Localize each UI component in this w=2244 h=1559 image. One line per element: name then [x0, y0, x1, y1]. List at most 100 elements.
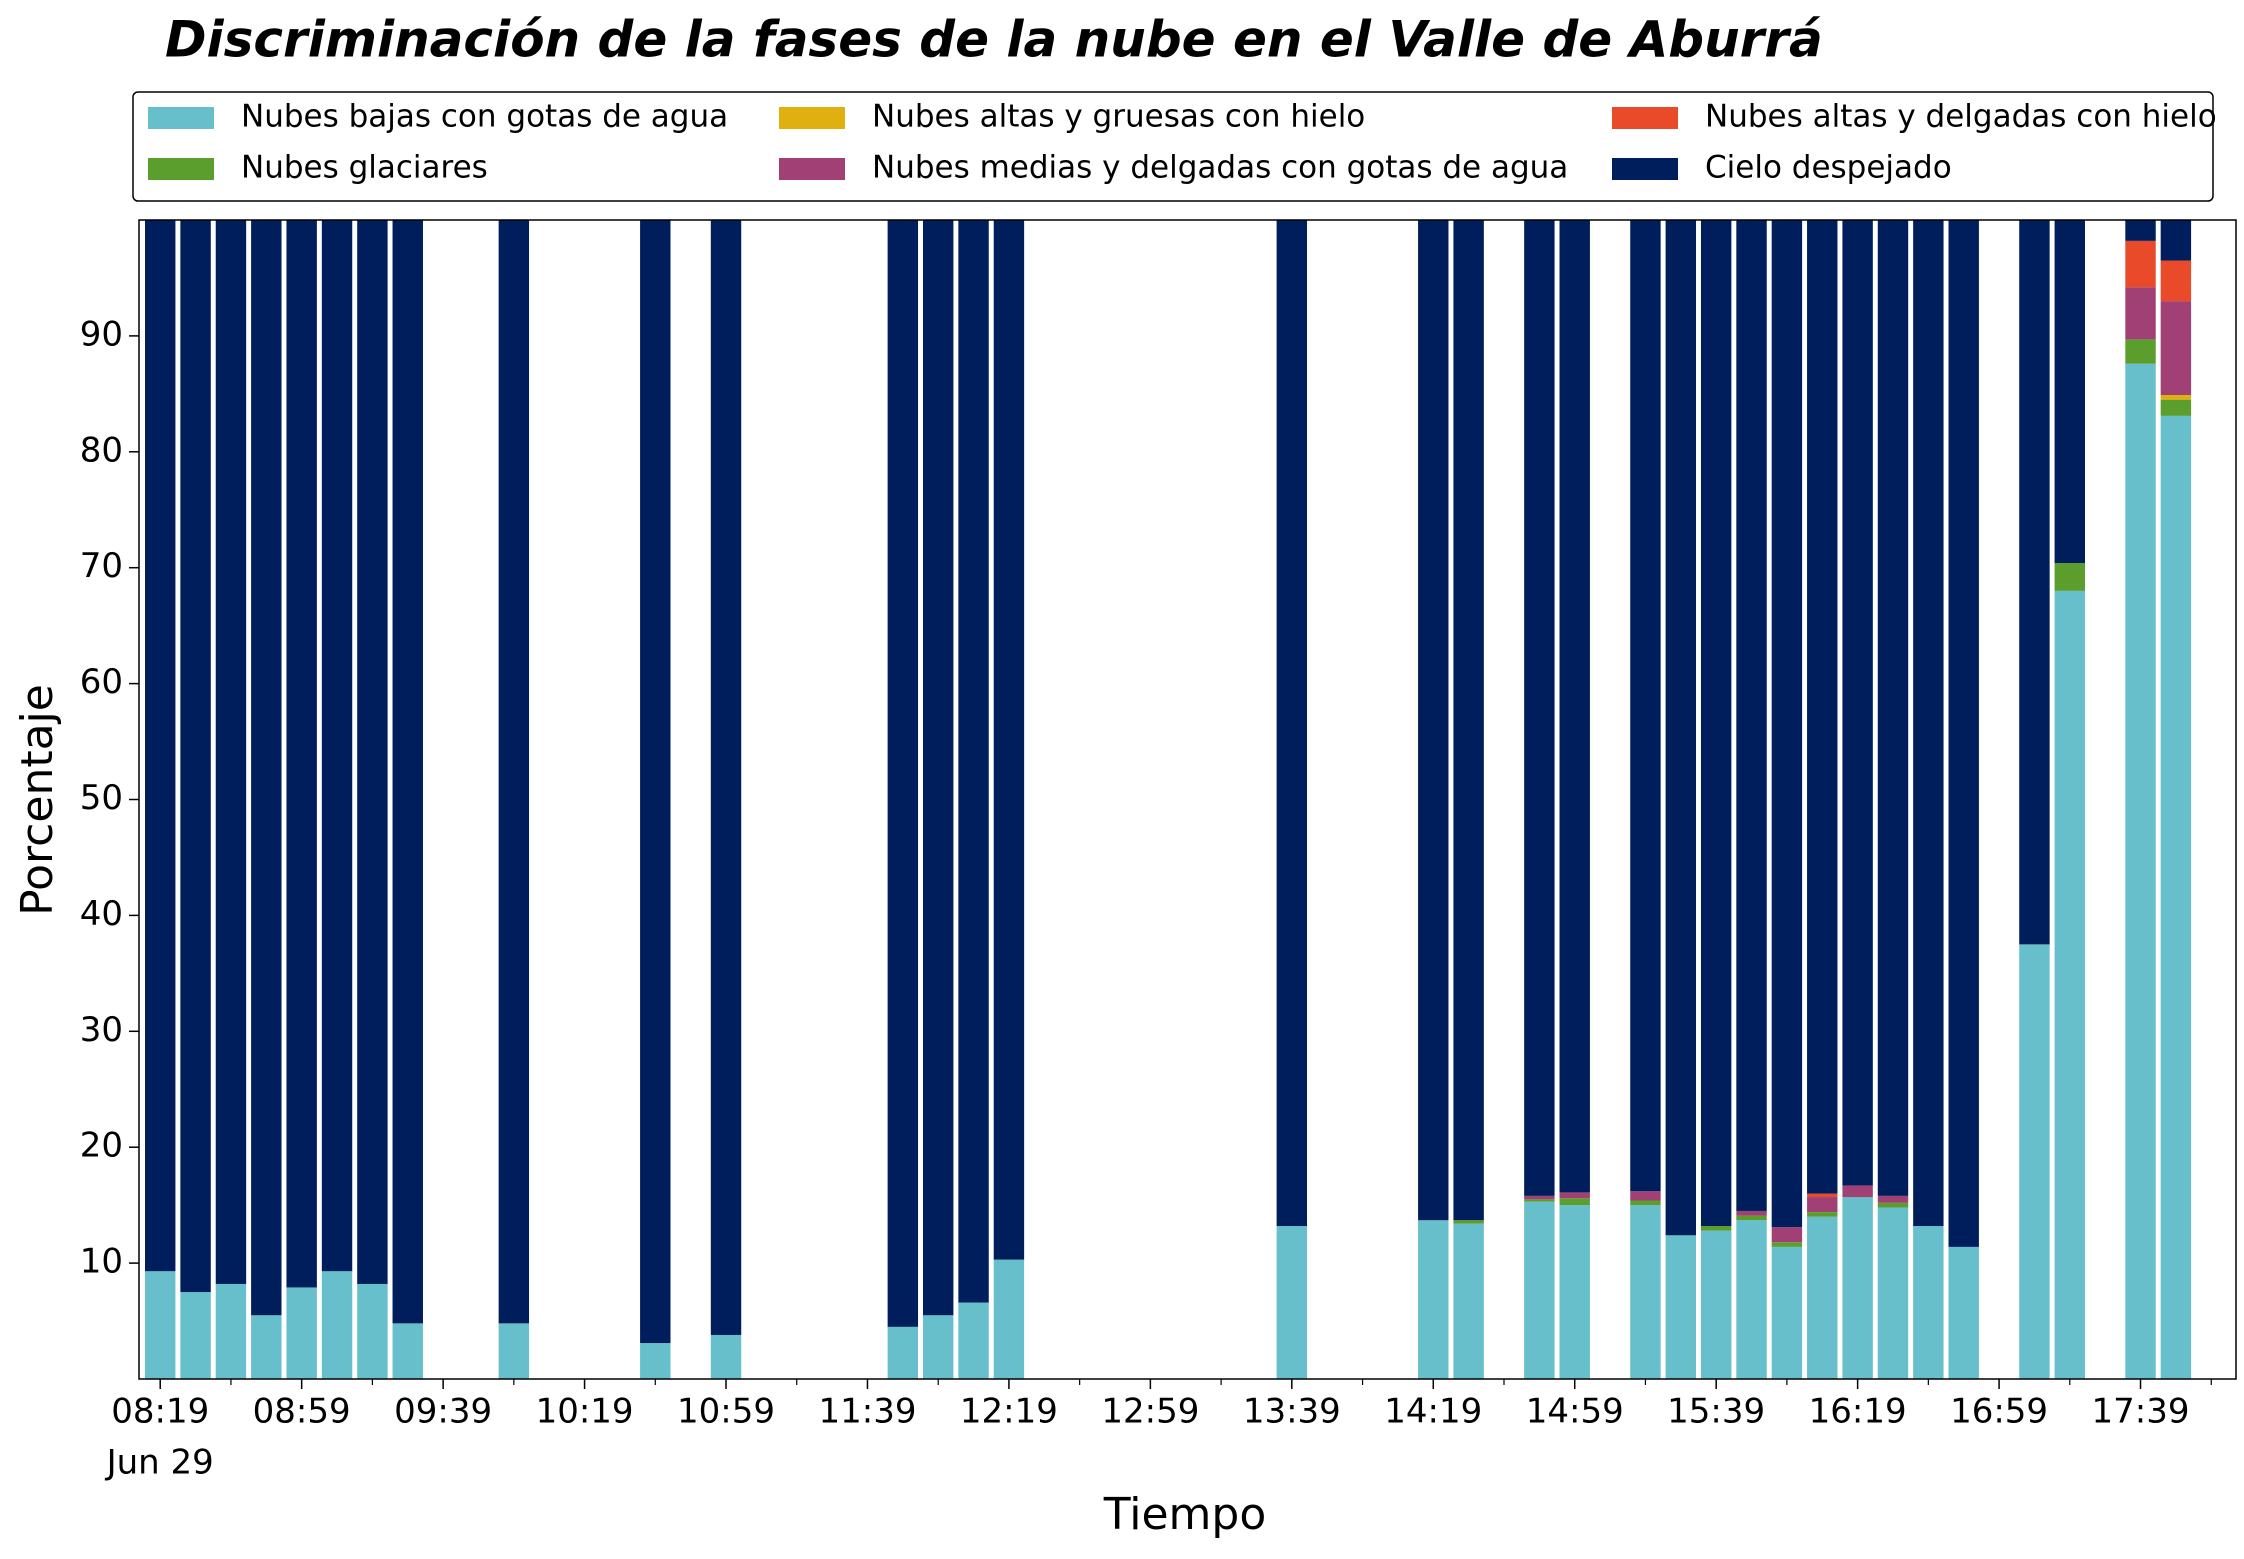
bar-segment: [2160, 220, 2192, 261]
y-tick-label: 40: [80, 894, 123, 934]
bar-segment: [1736, 1210, 1767, 1216]
bar-segment: [1842, 220, 1873, 1186]
bar-segment: [1453, 1223, 1484, 1379]
bar-segment: [1630, 220, 1661, 1192]
bar-segment: [958, 220, 989, 1303]
x-tick-label: 16:59: [1950, 1392, 2048, 1432]
x-tick-label: 12:19: [960, 1392, 1058, 1432]
bar-segment: [922, 220, 954, 1316]
bar-segment: [993, 1259, 1025, 1379]
bar-segment: [1524, 220, 1555, 1196]
bar-segment: [1453, 1220, 1484, 1224]
bar-segment: [1700, 1226, 1732, 1231]
x-tick-label: 13:39: [1243, 1392, 1341, 1432]
bar-segment: [1877, 220, 1909, 1196]
bar-segment: [1418, 1220, 1449, 1379]
bar-segment: [1665, 220, 1697, 1236]
bar-segment: [710, 220, 742, 1335]
bar-segment: [1771, 1227, 1803, 1243]
bar-segment: [286, 1287, 317, 1379]
y-tick-label: 70: [80, 546, 123, 586]
bar-segment: [1559, 1205, 1590, 1379]
legend-swatch: [148, 158, 214, 180]
x-tick-label: 08:19: [111, 1392, 209, 1432]
bar-segment: [1771, 220, 1803, 1228]
y-tick-label: 10: [80, 1242, 123, 1282]
x-tick-label: 14:59: [1526, 1392, 1624, 1432]
y-tick-label: 20: [80, 1126, 123, 1166]
bar-segment: [1807, 1216, 1838, 1379]
bar-segment: [2019, 220, 2050, 945]
y-tick-label: 30: [80, 1010, 123, 1050]
bar-segment: [215, 220, 247, 1284]
bar-segment: [357, 220, 388, 1284]
x-tick-label: 10:59: [677, 1392, 775, 1432]
bar-segment: [2160, 399, 2192, 416]
bar-segment: [1807, 220, 1838, 1194]
bar-segment: [1418, 220, 1449, 1221]
bar-segment: [2019, 944, 2050, 1379]
bar-segment: [1877, 1195, 1909, 1203]
bar-segment: [1771, 1246, 1803, 1379]
bar-segment: [1630, 1200, 1661, 1206]
bar-segment: [1559, 1198, 1590, 1206]
bar-segment: [2125, 287, 2156, 340]
bar-segment: [145, 220, 176, 1272]
bar-segment: [392, 220, 423, 1324]
y-tick-label: 50: [80, 778, 123, 818]
bar-segment: [1913, 1226, 1944, 1379]
bar-segment: [1453, 220, 1484, 1221]
bar-segment: [1559, 1192, 1590, 1199]
bar-segment: [1842, 1185, 1873, 1198]
bar-segment: [640, 1343, 671, 1379]
legend-swatch: [1612, 107, 1678, 129]
bar-segment: [1665, 1235, 1697, 1379]
x-tick-label: 16:19: [1809, 1392, 1907, 1432]
bar-segment: [498, 1323, 530, 1379]
bar-segment: [286, 220, 317, 1288]
legend-label: Nubes bajas con gotas de agua: [241, 99, 728, 135]
x-tick-label: 17:39: [2092, 1392, 2190, 1432]
y-tick-label: 80: [80, 430, 123, 470]
bar-segment: [922, 1315, 954, 1379]
legend-swatch: [148, 107, 214, 129]
bar-segment: [1842, 1197, 1873, 1379]
x-tick-label: 11:39: [818, 1392, 916, 1432]
legend-label: Nubes altas y delgadas con hielo: [1705, 99, 2217, 135]
bar-segment: [640, 220, 671, 1344]
chart-title: Discriminación de la fases de la nube en…: [165, 11, 1823, 69]
bar-segment: [993, 220, 1025, 1260]
bar-segment: [215, 1283, 247, 1379]
bar-segment: [2160, 415, 2192, 1380]
bar-segment: [1524, 1195, 1555, 1200]
bar-segment: [1630, 1205, 1661, 1379]
bar-segment: [1276, 1226, 1308, 1379]
x-date-label: Jun 29: [105, 1443, 214, 1483]
x-axis-label: Tiempo: [1103, 1489, 1267, 1540]
bar-segment: [1877, 1207, 1909, 1379]
bar-segment: [1700, 220, 1732, 1227]
bar-segment: [357, 1283, 388, 1379]
bar-segment: [1736, 1215, 1767, 1221]
bar-segment: [145, 1271, 176, 1379]
bar-segment: [1807, 1212, 1838, 1217]
bar-segment: [1524, 1199, 1555, 1202]
y-tick-label: 90: [80, 314, 123, 354]
bar-segment: [958, 1302, 989, 1379]
legend-box: [132, 91, 2214, 202]
bar-segment: [1877, 1202, 1909, 1208]
bar-segment: [2125, 220, 2156, 241]
legend-swatch: [779, 107, 845, 129]
bar-segment: [1948, 1246, 1979, 1379]
bar-segment: [1700, 1230, 1732, 1379]
bar-segment: [2125, 240, 2156, 288]
bar-segment: [392, 1323, 423, 1379]
bar-segment: [1736, 1220, 1767, 1379]
bar-segment: [1913, 220, 1944, 1227]
x-tick-label: 09:39: [394, 1392, 492, 1432]
bar-segment: [251, 1315, 282, 1379]
legend-label: Nubes medias y delgadas con gotas de agu…: [872, 150, 1568, 186]
legend-label: Cielo despejado: [1705, 150, 1952, 186]
bar-segment: [321, 220, 353, 1272]
bar-segment: [1276, 220, 1308, 1227]
